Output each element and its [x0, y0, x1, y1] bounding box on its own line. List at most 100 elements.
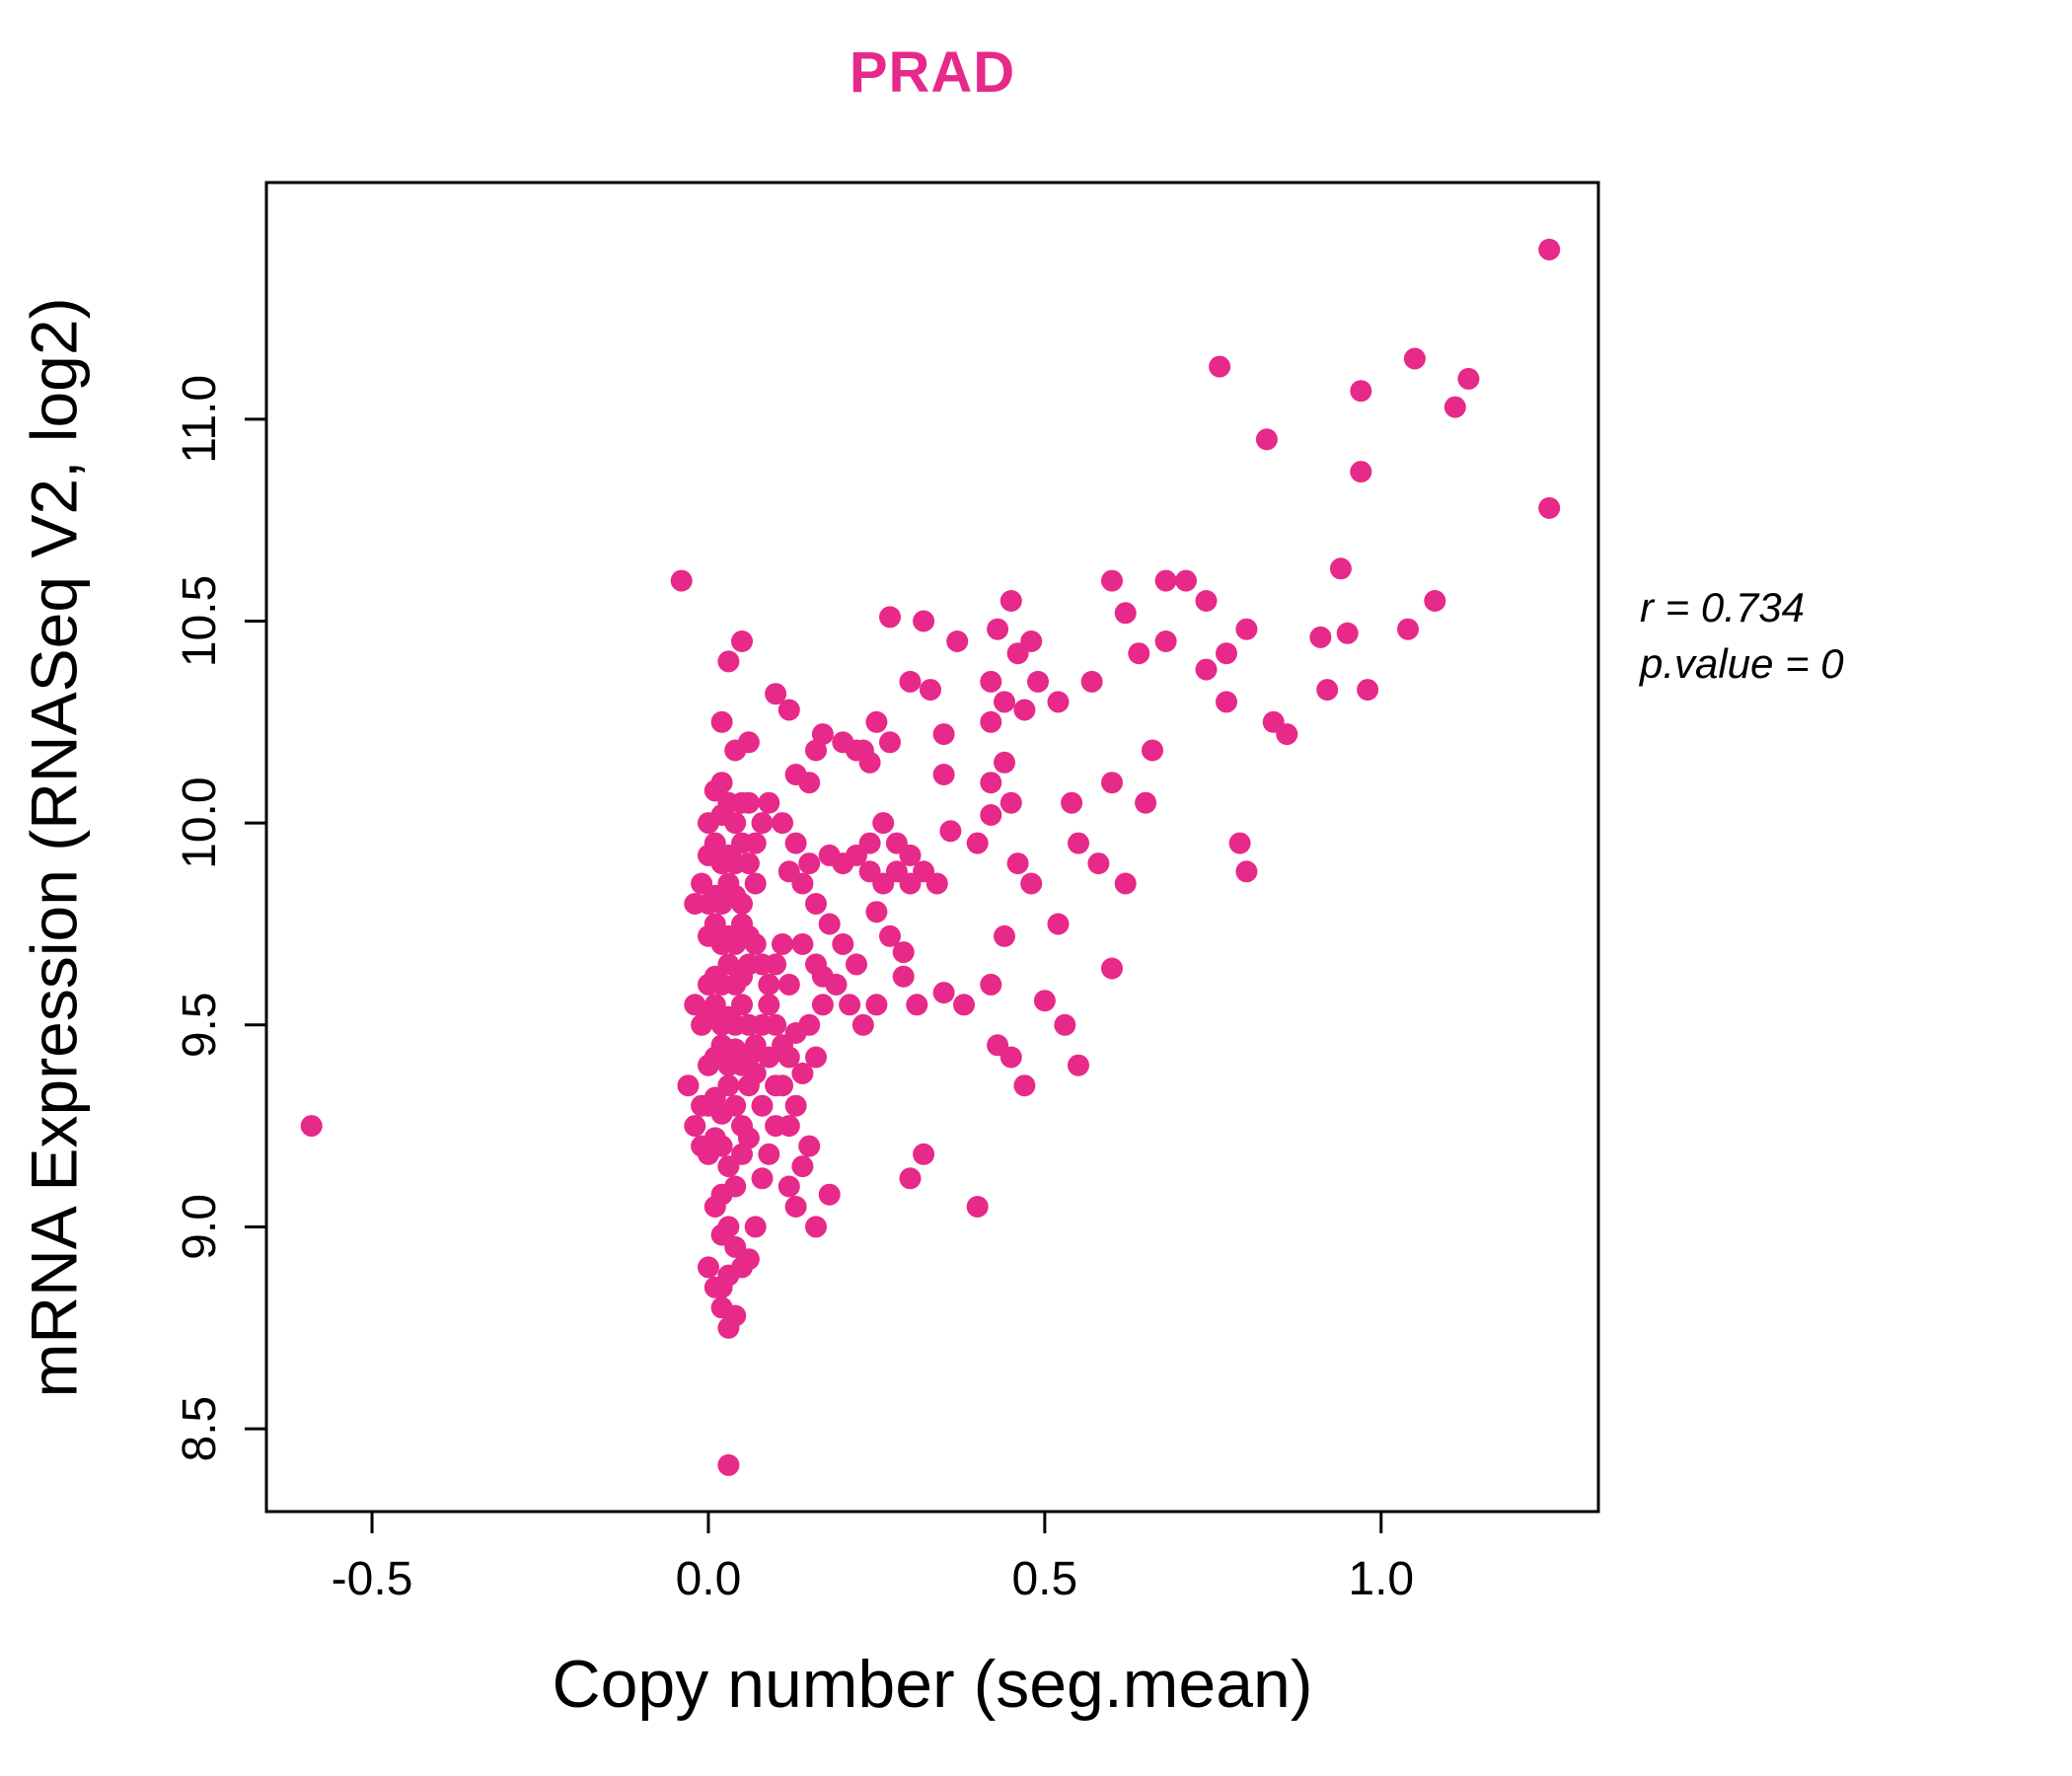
data-point — [839, 994, 861, 1016]
data-point — [1262, 710, 1285, 733]
data-point — [1101, 569, 1123, 592]
data-point — [818, 913, 841, 935]
data-point — [999, 590, 1022, 612]
data-point — [994, 751, 1015, 774]
data-point — [851, 1013, 874, 1036]
data-point — [784, 832, 807, 854]
data-point — [832, 731, 854, 754]
data-point — [1175, 569, 1197, 592]
data-point — [1135, 791, 1157, 814]
data-point — [772, 1074, 793, 1097]
data-point — [1068, 1054, 1089, 1076]
data-point — [751, 1167, 774, 1190]
data-point — [879, 925, 901, 947]
data-point — [899, 1167, 922, 1190]
data-point — [865, 901, 888, 924]
data-point — [999, 791, 1022, 814]
data-point — [717, 1074, 740, 1097]
data-point — [710, 710, 733, 733]
data-point — [805, 893, 827, 915]
data-point — [1350, 461, 1372, 483]
data-point — [1255, 428, 1278, 451]
data-point — [1235, 618, 1258, 640]
data-point — [892, 941, 915, 964]
data-point — [1329, 557, 1352, 580]
data-point — [913, 610, 935, 632]
data-point — [677, 1074, 700, 1097]
data-point — [798, 1013, 821, 1036]
data-point — [939, 820, 962, 843]
x-tick-label: 1.0 — [1348, 1553, 1414, 1605]
data-point — [1154, 630, 1177, 652]
data-point — [737, 1074, 760, 1097]
data-point — [717, 1453, 740, 1476]
data-point — [758, 994, 780, 1016]
data-point — [980, 710, 1002, 733]
data-point — [1216, 642, 1237, 665]
data-point — [1309, 626, 1332, 648]
data-point — [805, 739, 827, 762]
data-point — [994, 925, 1015, 947]
data-point — [1235, 860, 1258, 883]
data-point — [1027, 670, 1049, 693]
data-point — [994, 691, 1015, 713]
data-point — [1142, 739, 1163, 762]
data-point — [684, 1115, 706, 1138]
data-point — [691, 1094, 713, 1117]
data-point — [1195, 590, 1218, 612]
data-point — [987, 618, 1009, 640]
data-point — [980, 772, 1002, 794]
data-point — [966, 832, 989, 854]
data-point — [684, 994, 706, 1016]
data-point — [1443, 396, 1466, 418]
data-point — [1080, 670, 1103, 693]
data-point — [1101, 957, 1123, 980]
data-point — [1114, 872, 1137, 895]
data-point — [946, 630, 969, 652]
data-point — [999, 1046, 1022, 1069]
data-point — [920, 679, 941, 702]
data-point — [772, 932, 793, 955]
data-point — [805, 953, 827, 976]
y-tick-label: 10.0 — [174, 777, 226, 868]
data-point — [670, 569, 693, 592]
data-point — [798, 852, 821, 875]
data-point — [1424, 590, 1446, 612]
data-point — [698, 925, 719, 947]
data-point — [1350, 380, 1372, 403]
data-point — [731, 994, 753, 1016]
data-point — [1316, 679, 1339, 702]
chart-title: PRAD — [849, 40, 1016, 105]
data-point — [1216, 691, 1237, 713]
data-point — [758, 1143, 780, 1165]
y-tick-label: 11.0 — [174, 375, 226, 464]
x-tick-label: -0.5 — [332, 1553, 413, 1605]
data-point — [765, 1013, 787, 1036]
data-point — [724, 1094, 747, 1117]
data-point — [858, 832, 881, 854]
data-point — [744, 1216, 767, 1238]
data-point — [1114, 602, 1137, 625]
data-point — [1336, 622, 1359, 644]
data-point — [710, 772, 733, 794]
data-point — [1209, 355, 1231, 378]
data-point — [710, 1296, 733, 1319]
data-point — [744, 832, 767, 854]
data-point — [300, 1115, 323, 1138]
data-point — [846, 953, 867, 976]
data-point — [872, 812, 895, 835]
data-point — [731, 893, 753, 915]
data-point — [1357, 679, 1379, 702]
data-point — [1154, 569, 1177, 592]
data-point — [980, 804, 1002, 826]
data-point — [932, 764, 955, 785]
data-point — [777, 860, 800, 883]
data-point — [865, 710, 888, 733]
data-point — [777, 1046, 800, 1069]
data-point — [879, 606, 901, 629]
data-point — [1020, 872, 1043, 895]
data-point — [805, 1046, 827, 1069]
data-point — [865, 994, 888, 1016]
